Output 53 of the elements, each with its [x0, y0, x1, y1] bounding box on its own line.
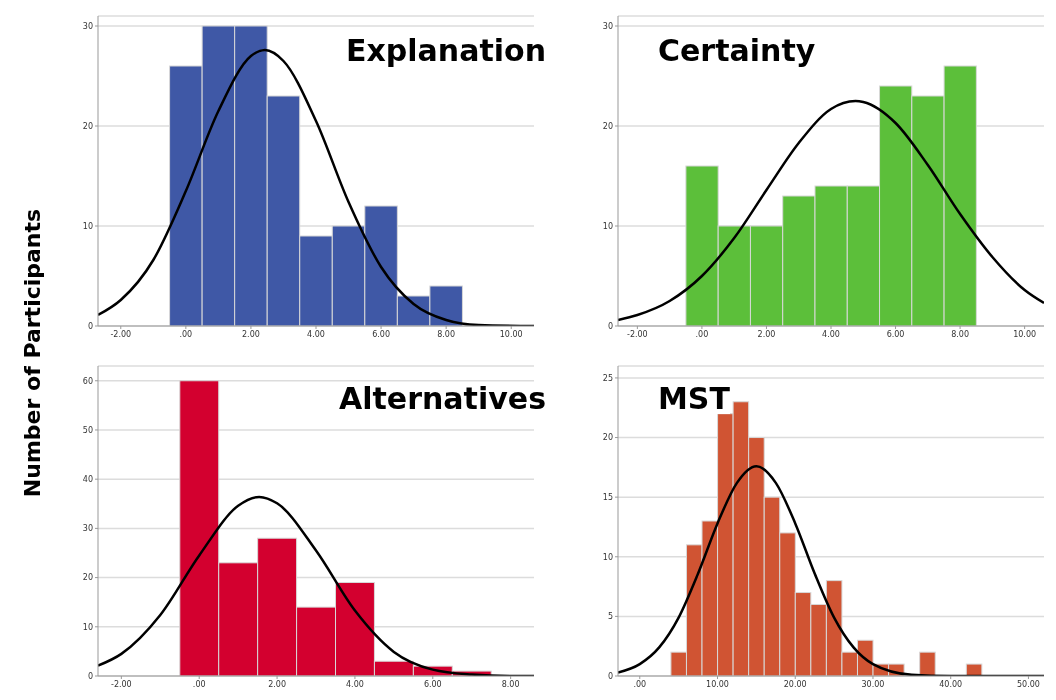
y-tick-label: 5: [607, 612, 613, 622]
x-tick-label: 2.00: [268, 679, 286, 689]
x-tick-label: 10.00: [706, 679, 729, 689]
x-tick-label: .00: [695, 329, 709, 339]
x-tick-label: .00: [633, 679, 647, 689]
x-tick-label: 8.00: [501, 679, 520, 689]
x-tick-label: 50.00: [1017, 679, 1040, 689]
text: Explanation: [345, 33, 546, 68]
x-tick-label: 2.00: [757, 329, 776, 339]
x-tick-label: 6.00: [372, 329, 390, 339]
y-tick-label: 40: [82, 475, 93, 485]
y-tick-label: 0: [607, 321, 613, 331]
y-tick-label: 20: [602, 121, 613, 131]
y-tick-label: 10: [82, 221, 93, 231]
text: MST: [658, 381, 730, 416]
x-tick-label: 40.00: [939, 679, 963, 689]
y-tick-label: 20: [82, 573, 93, 583]
text: Alternatives: [339, 381, 546, 416]
y-tick-label: 10: [602, 552, 613, 562]
y-tick-label: 15: [602, 492, 613, 502]
y-tick-label: 30: [82, 21, 93, 31]
x-tick-label: 30.00: [861, 679, 885, 689]
x-tick-label: 6.00: [423, 679, 442, 689]
y-tick-label: 30: [82, 524, 93, 534]
x-tick-label: 8.00: [437, 329, 456, 339]
x-tick-label: 2.00: [242, 329, 260, 339]
x-tick-label: .00: [192, 679, 206, 689]
y-tick-label: 25: [602, 373, 613, 383]
y-tick-label: 10: [602, 221, 613, 231]
y-axis-title: Number of Participants: [19, 208, 45, 498]
x-tick-label: 6.00: [886, 329, 905, 339]
x-tick-label: -2.00: [110, 329, 132, 339]
x-tick-label: -2.00: [627, 329, 648, 339]
y-tick-label: 50: [82, 425, 93, 435]
x-tick-label: 4.00: [307, 329, 325, 339]
line-series: [618, 99, 1044, 322]
y-tick-label: 0: [87, 321, 93, 331]
y-tick-label: 60: [82, 376, 93, 386]
x-tick-label: 10.00: [499, 329, 523, 339]
x-tick-label: 8.00: [951, 329, 969, 339]
x-tick-label: -2.00: [111, 679, 132, 689]
y-tick-label: 0: [87, 671, 93, 681]
y-tick-label: 30: [602, 21, 613, 31]
y-tick-label: 0: [607, 671, 613, 681]
y-tick-label: 20: [602, 433, 613, 443]
x-tick-label: 20.00: [783, 679, 807, 689]
x-tick-label: 10.00: [1013, 329, 1037, 339]
x-tick-label: .00: [179, 329, 193, 339]
y-tick-label: 20: [82, 121, 93, 131]
text: Certainty: [658, 33, 816, 68]
y-tick-label: 10: [82, 622, 93, 632]
x-tick-label: 4.00: [822, 329, 840, 339]
x-tick-label: 4.00: [346, 679, 364, 689]
